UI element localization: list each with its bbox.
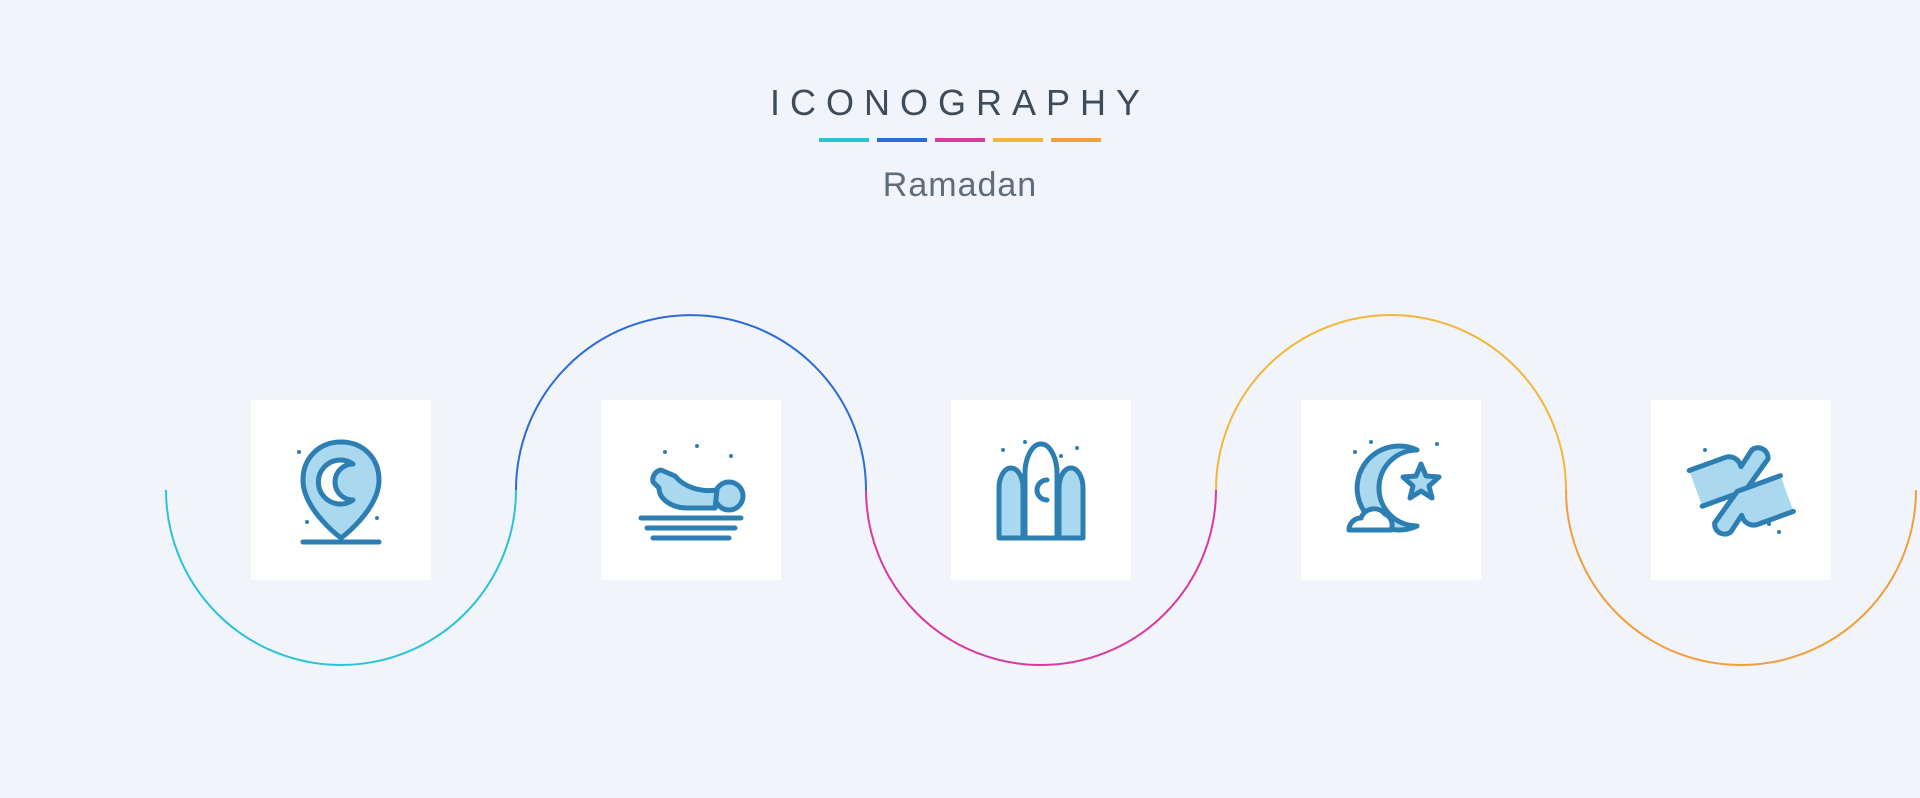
icon-card	[251, 400, 431, 580]
brand-underline	[0, 138, 1920, 142]
underline-seg	[819, 138, 869, 142]
location-moon-icon	[281, 430, 401, 550]
brand-title: ICONOGRAPHY	[0, 82, 1920, 124]
prayer-prostration-icon	[631, 430, 751, 550]
underline-seg	[993, 138, 1043, 142]
icon-card	[1301, 400, 1481, 580]
pack-subtitle: Ramadan	[0, 166, 1920, 205]
icon-card	[1651, 400, 1831, 580]
underline-seg	[935, 138, 985, 142]
underline-seg	[877, 138, 927, 142]
icon-card	[951, 400, 1131, 580]
icon-stage	[0, 300, 1920, 760]
crescent-star-icon	[1331, 430, 1451, 550]
icon-card	[601, 400, 781, 580]
underline-seg	[1051, 138, 1101, 142]
charity-hands-icon	[1681, 430, 1801, 550]
mosque-window-icon	[981, 430, 1101, 550]
